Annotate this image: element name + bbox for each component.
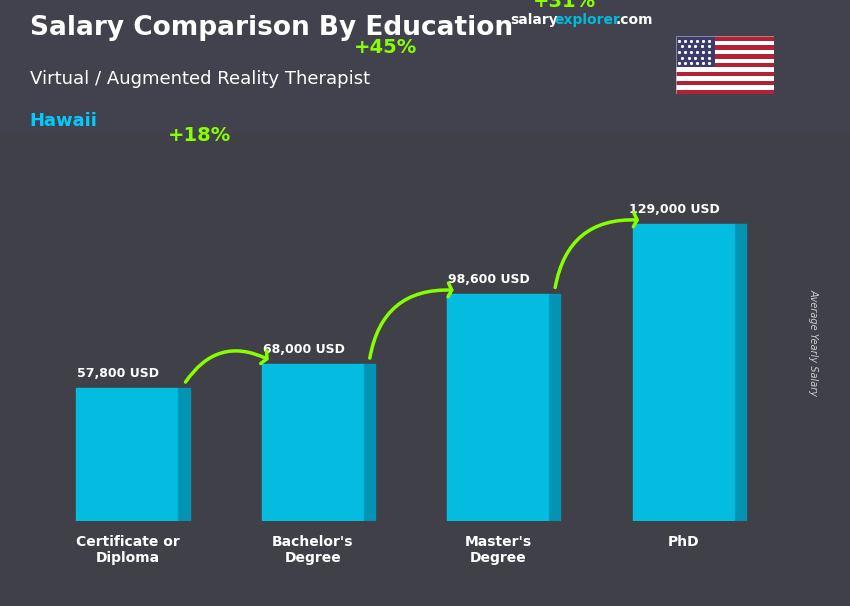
Text: +45%: +45% [354, 38, 416, 56]
Bar [676, 59, 774, 63]
Text: Average Yearly Salary: Average Yearly Salary [808, 289, 819, 396]
Bar [676, 54, 774, 59]
Bar [676, 50, 774, 54]
Bar [676, 36, 774, 41]
Polygon shape [364, 364, 375, 521]
Bar [676, 36, 715, 67]
Bar [676, 76, 774, 81]
Text: 98,600 USD: 98,600 USD [448, 273, 530, 285]
Text: Salary Comparison By Education: Salary Comparison By Education [30, 15, 513, 41]
Bar [676, 90, 774, 94]
Text: salary: salary [510, 13, 558, 27]
Text: Virtual / Augmented Reality Therapist: Virtual / Augmented Reality Therapist [30, 70, 370, 88]
Bar [676, 72, 774, 76]
Text: +18%: +18% [168, 126, 231, 145]
Text: explorer: explorer [554, 13, 620, 27]
Bar [676, 45, 774, 50]
Polygon shape [549, 294, 560, 521]
Bar [676, 63, 774, 67]
Bar [676, 81, 774, 85]
Polygon shape [632, 224, 734, 521]
Polygon shape [76, 388, 178, 521]
Polygon shape [447, 294, 549, 521]
Text: 129,000 USD: 129,000 USD [629, 202, 720, 216]
Text: 57,800 USD: 57,800 USD [77, 367, 159, 380]
Bar [676, 67, 774, 72]
Text: 68,000 USD: 68,000 USD [263, 343, 344, 356]
Bar [676, 41, 774, 45]
Polygon shape [734, 224, 745, 521]
Bar [676, 85, 774, 90]
Polygon shape [178, 388, 190, 521]
Text: .com: .com [615, 13, 653, 27]
Polygon shape [262, 364, 364, 521]
Text: +31%: +31% [533, 0, 597, 12]
Text: Hawaii: Hawaii [30, 112, 98, 130]
